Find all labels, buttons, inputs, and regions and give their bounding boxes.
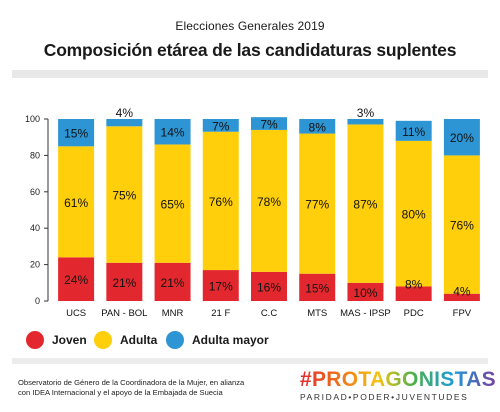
- source-credit: Observatorio de Género de la Coordinador…: [18, 378, 318, 398]
- bar-segment-adulta: [154, 144, 191, 263]
- data-label: 80%: [402, 208, 426, 222]
- bar-segment-adulta-mayor: [395, 120, 432, 141]
- data-label: 21%: [161, 276, 185, 290]
- bar-segment-joven: [251, 271, 287, 301]
- bar-segment-adulta-mayor: [202, 119, 239, 132]
- data-label: 7%: [260, 118, 278, 132]
- data-label: 78%: [257, 195, 281, 209]
- data-label: 14%: [161, 126, 185, 140]
- y-tick-label: 40: [30, 223, 40, 233]
- legend-label-joven: Joven: [52, 333, 87, 347]
- footer-divider: [12, 358, 488, 364]
- chart-legend: Joven Adulta Adulta mayor: [0, 331, 500, 353]
- bar-segment-adulta: [395, 140, 432, 287]
- y-tick-label: 60: [30, 187, 40, 197]
- data-label: 4%: [453, 285, 471, 299]
- bar-segment-joven: [154, 262, 191, 301]
- x-category-label: MTS: [307, 308, 327, 319]
- data-label: 61%: [64, 196, 88, 210]
- data-label: 8%: [309, 120, 327, 134]
- bar-segment-adulta: [202, 131, 239, 271]
- data-label: 4%: [116, 106, 134, 120]
- bar-segment-adulta-mayor: [443, 119, 480, 156]
- y-tick-label: 100: [25, 114, 40, 124]
- data-label: 21%: [112, 276, 136, 290]
- bar-segment-joven: [395, 286, 432, 301]
- brand-logo: #PROTAGONISTAS PARIDAD•PODER•JUVENTUDES: [300, 368, 496, 402]
- legend-swatch-adulta-mayor: [166, 331, 184, 349]
- x-category-label: FPV: [453, 308, 472, 319]
- legend-item-adulta-mayor: Adulta mayor: [166, 331, 269, 349]
- brand-name: #PROTAGONISTAS: [300, 368, 496, 391]
- y-tick-label: 20: [30, 260, 40, 270]
- credit-line-2: con IDEA Internacional y el apoyo de la …: [18, 388, 223, 397]
- bar-segment-adulta: [251, 129, 287, 272]
- bar-segment-adulta-mayor: [251, 117, 287, 130]
- data-label: 16%: [257, 280, 281, 294]
- x-category-label: PAN - BOL: [101, 308, 147, 319]
- bar-segment-adulta-mayor: [154, 119, 191, 145]
- data-label: 10%: [353, 286, 377, 300]
- bar-segment-adulta: [58, 146, 95, 258]
- legend-swatch-adulta: [94, 331, 112, 349]
- bar-segment-adulta-mayor: [347, 119, 384, 125]
- x-category-label: MAS - IPSP: [340, 308, 391, 319]
- y-tick-label: 80: [30, 150, 40, 160]
- legend-item-joven: Joven: [26, 331, 87, 349]
- x-category-label: C.C: [261, 308, 278, 319]
- bar-segment-joven: [202, 270, 239, 301]
- bar-segment-joven: [443, 293, 480, 301]
- data-label: 75%: [112, 189, 136, 203]
- chart-subtitle: Elecciones Generales 2019: [175, 19, 325, 33]
- bar-segment-adulta-mayor: [106, 119, 143, 127]
- bar-segment-adulta-mayor: [58, 119, 95, 147]
- data-label: 24%: [64, 273, 88, 287]
- legend-swatch-joven: [26, 331, 44, 349]
- data-label: 77%: [305, 198, 329, 212]
- x-category-label: MNR: [162, 308, 184, 319]
- data-label: 7%: [212, 119, 230, 133]
- data-label: 15%: [64, 127, 88, 141]
- bar-segment-adulta: [443, 155, 480, 294]
- bar-segment-adulta: [299, 133, 336, 274]
- bar-segment-adulta-mayor: [299, 119, 336, 134]
- data-label: 87%: [353, 198, 377, 212]
- data-label: 17%: [209, 280, 233, 294]
- data-label: 76%: [209, 195, 233, 209]
- data-label: 20%: [450, 131, 474, 145]
- data-label: 76%: [450, 219, 474, 233]
- data-label: 15%: [305, 281, 329, 295]
- header-divider: [12, 70, 488, 78]
- x-category-label: PDC: [404, 308, 424, 319]
- data-label: 8%: [405, 277, 423, 291]
- legend-label-adulta: Adulta: [120, 333, 158, 347]
- bar-segment-joven: [58, 257, 95, 301]
- x-category-label: UCS: [66, 308, 86, 319]
- bar-segment-joven: [299, 273, 336, 301]
- legend-item-adulta: Adulta: [94, 331, 157, 349]
- data-label: 11%: [402, 125, 425, 139]
- chart-title: Composición etárea de las candidaturas s…: [43, 40, 457, 60]
- data-label: 65%: [161, 198, 185, 212]
- bar-segment-joven: [347, 282, 384, 301]
- bar-segment-joven: [106, 262, 143, 301]
- x-category-label: 21 F: [211, 308, 230, 319]
- bar-segment-adulta: [106, 126, 143, 263]
- y-tick-label: 0: [35, 296, 40, 306]
- brand-tagline: PARIDAD•PODER•JUVENTUDES: [300, 392, 469, 402]
- data-label: 3%: [357, 106, 375, 120]
- legend-label-adulta-mayor: Adulta mayor: [192, 333, 269, 347]
- credit-line-1: Observatorio de Género de la Coordinador…: [18, 378, 245, 387]
- bar-segment-adulta: [347, 124, 384, 283]
